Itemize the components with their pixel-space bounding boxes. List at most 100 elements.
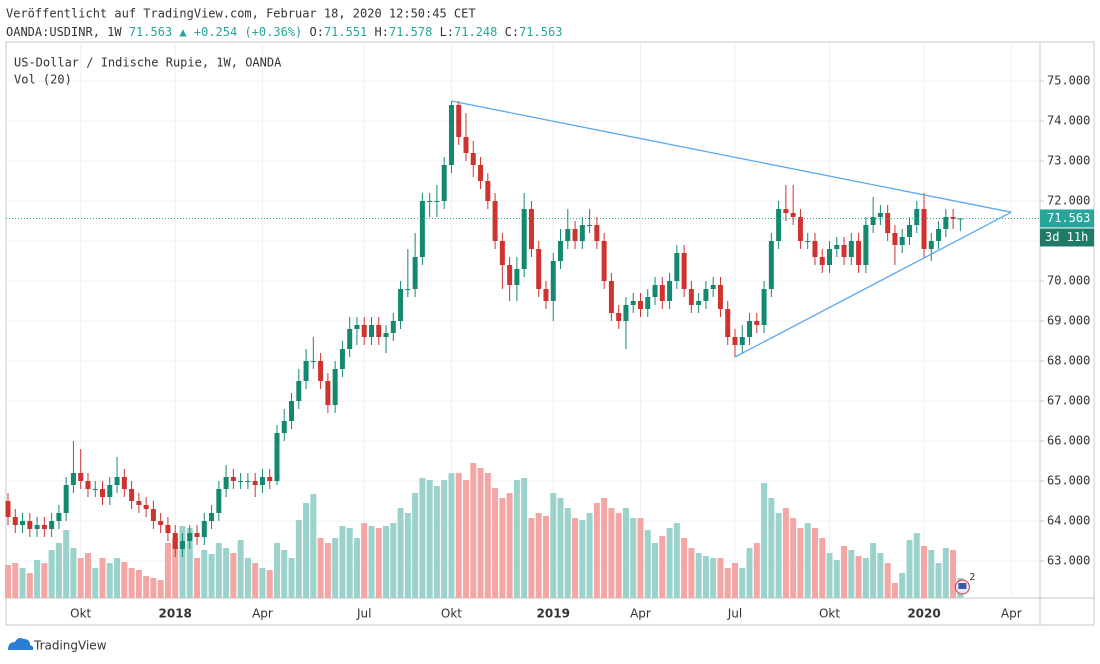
candle-body [848, 241, 854, 257]
ohlc-key: C: [505, 25, 519, 39]
volume-bar [143, 576, 150, 598]
volume-bar [303, 503, 310, 598]
candle-body [623, 305, 629, 321]
candle-body [318, 361, 324, 381]
volume-bar [288, 558, 295, 598]
volume-bar [804, 523, 811, 598]
candle-body [892, 233, 898, 245]
volume-bar [630, 518, 637, 598]
volume-bar [797, 528, 804, 598]
candle-body [20, 521, 26, 525]
x-tick-label: Jul [727, 607, 742, 621]
candle-body [528, 209, 534, 249]
volume-bar [339, 526, 346, 598]
volume-bar [448, 473, 455, 598]
volume-bar [746, 548, 753, 598]
y-tick-label: 68.000 [1047, 354, 1090, 368]
volume-bar [542, 516, 549, 598]
candle-body [492, 201, 498, 241]
candle-body [550, 261, 556, 301]
volume-bar [492, 488, 499, 598]
candle-body [856, 241, 862, 265]
candle-body [863, 225, 869, 265]
candle-body [732, 337, 738, 345]
volume-bar [557, 498, 564, 598]
volume-bar [608, 508, 615, 598]
y-tick-label: 75.000 [1047, 74, 1090, 88]
volume-bar [310, 494, 317, 598]
candle-body [572, 229, 578, 241]
volume-bar [295, 520, 302, 598]
volume-bar [157, 580, 164, 598]
candle-body [187, 533, 193, 541]
candle-body [936, 229, 942, 241]
candle-body [332, 369, 338, 405]
candle-body [688, 289, 694, 305]
last-price: 71.563 [129, 25, 172, 39]
candle-body [136, 501, 142, 505]
volume-bar [681, 538, 688, 598]
event-count: 2 [969, 572, 975, 583]
volume-bar [397, 508, 404, 598]
candle-body [754, 321, 760, 325]
logo-icon [8, 638, 34, 650]
y-tick-label: 72.000 [1047, 194, 1090, 208]
candle-body [143, 505, 149, 509]
last-price-label: 71.563 [1047, 211, 1090, 225]
volume-bar [106, 563, 113, 598]
candle-body [230, 477, 236, 481]
ohlc-value: 71.551 [324, 25, 367, 39]
candle-body [877, 213, 883, 217]
candle-body [369, 325, 374, 337]
volume-bar [942, 548, 949, 598]
candle-body [441, 165, 447, 201]
candle-body [209, 513, 215, 521]
volume-bar [775, 513, 782, 598]
candle-body [376, 325, 382, 337]
volume-bar [266, 570, 273, 598]
volume-bar [252, 563, 259, 598]
volume-bar [732, 563, 738, 598]
volume-bar [99, 558, 106, 598]
volume-bar [819, 538, 826, 598]
y-tick-label: 64.000 [1047, 514, 1090, 528]
volume-bar [426, 480, 433, 598]
candle-body [776, 209, 782, 241]
candle-body [696, 301, 702, 305]
candle-body [747, 321, 753, 337]
volume-bar [601, 498, 608, 598]
candle-body [478, 165, 484, 181]
volume-bar [259, 568, 266, 598]
volume-bar [877, 553, 884, 598]
volume-bar [870, 543, 877, 598]
volume-bar [666, 528, 673, 598]
volume-bar [637, 518, 644, 598]
volume-bar [463, 480, 470, 598]
candle-body [899, 237, 905, 245]
candle-body [245, 481, 251, 482]
candle-body [412, 257, 418, 289]
volume-bar [455, 473, 462, 598]
candle-body [943, 217, 949, 229]
candle-body [594, 225, 600, 241]
candle-body [339, 349, 345, 369]
candle-body [768, 241, 774, 289]
volume-bar [593, 503, 600, 598]
volume-bar [383, 526, 390, 598]
volume-bar [855, 556, 862, 598]
candle-body [543, 289, 549, 301]
volume-bar [652, 543, 659, 598]
candle-body [274, 433, 280, 481]
volume-bar [324, 543, 331, 598]
ohlc-value: 71.248 [454, 25, 497, 39]
volume-bar [63, 530, 70, 598]
candle-body [565, 229, 571, 241]
candle-body [354, 325, 360, 329]
trendline [734, 211, 1012, 358]
ohlc-key: O: [309, 25, 323, 39]
overlay-layer: 71.563 3d 11h 2 [6, 100, 1094, 595]
volume-bar [550, 493, 557, 598]
volume-bar [215, 543, 222, 598]
candle-body [390, 321, 396, 333]
x-tick-label: 2019 [537, 607, 570, 621]
